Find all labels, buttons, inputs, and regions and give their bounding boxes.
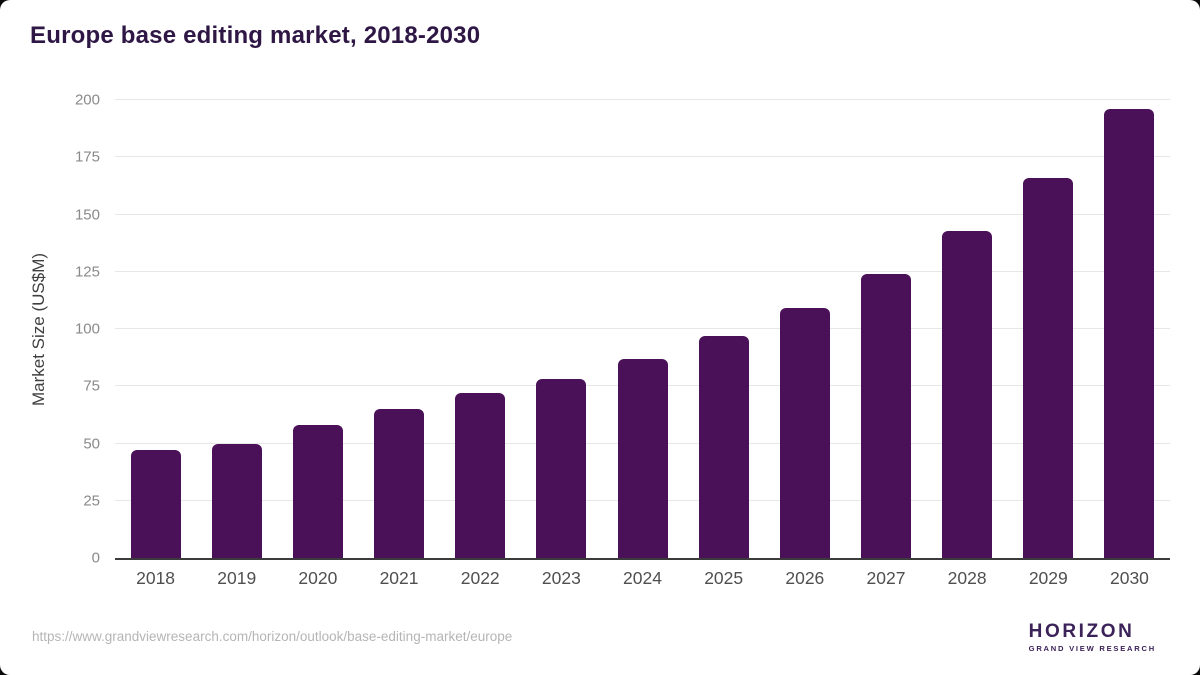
- logo-subtitle: GRAND VIEW RESEARCH: [1028, 643, 1156, 653]
- x-tick-label: 2024: [623, 568, 662, 588]
- bar-slot: [521, 100, 602, 558]
- bar-2024: [617, 358, 668, 558]
- bars: [115, 100, 1170, 558]
- sun-horizon-icon: [984, 619, 1020, 655]
- bar-slot: [683, 100, 764, 558]
- bar-slot: [1089, 100, 1170, 558]
- bar-slot: [602, 100, 683, 558]
- y-tick-label: 100: [74, 320, 100, 338]
- y-tick-label: 150: [74, 206, 100, 223]
- bar-2030: [1104, 109, 1155, 558]
- y-tick-label: 175: [74, 148, 100, 166]
- x-tick-label: 2019: [217, 568, 257, 588]
- bar-2018: [130, 450, 181, 558]
- gridline: [115, 156, 1170, 158]
- bar-slot: [845, 100, 926, 558]
- bar-2028: [942, 230, 993, 558]
- x-tick-label: 2025: [704, 568, 744, 588]
- bar-2022: [455, 393, 506, 558]
- y-tick-label: 25: [83, 492, 100, 510]
- gridline: [115, 213, 1170, 215]
- bar-slot: [764, 100, 845, 558]
- x-tick-label: 2022: [460, 568, 500, 588]
- plot-area: [115, 99, 1170, 560]
- gridline: [115, 328, 1170, 329]
- x-axis-labels: 2018 2019 2020 2021 2022 2023 2024 2025 2026 2027…: [115, 568, 1170, 589]
- bar-2021: [374, 409, 425, 558]
- y-axis-ticks: 0 25 50 75 100 125 150 175 200: [0, 92, 100, 567]
- source-url: https://www.grandviewresearch.com/horizo…: [32, 629, 513, 644]
- y-tick-label: 200: [74, 91, 100, 109]
- bar-slot: [196, 100, 277, 558]
- bar-slot: [440, 100, 521, 558]
- page-title: Europe base editing market, 2018-2030: [30, 22, 481, 49]
- bar-2027: [860, 274, 911, 558]
- x-tick-label: 2029: [1028, 568, 1068, 588]
- x-tick-label: 2021: [379, 568, 419, 588]
- bar-2025: [698, 335, 749, 558]
- bar-slot: [358, 100, 439, 558]
- bar-2029: [1023, 177, 1074, 558]
- bar-slot: [1008, 100, 1089, 558]
- logo-wordmark: HORIZON: [1028, 620, 1135, 642]
- bar-2026: [779, 308, 830, 558]
- y-tick-label: 50: [83, 435, 100, 452]
- bar-2023: [536, 379, 587, 558]
- bar-2019: [211, 443, 262, 558]
- y-tick-label: 125: [74, 263, 100, 281]
- x-tick-label: 2028: [947, 568, 987, 588]
- x-tick-label: 2023: [541, 568, 581, 588]
- y-tick-label: 75: [83, 377, 100, 395]
- y-tick-label: 0: [91, 549, 100, 567]
- bar-slot: [927, 100, 1008, 558]
- bar-slot: [115, 100, 196, 558]
- x-tick-label: 2020: [298, 568, 338, 588]
- bar-2020: [292, 425, 343, 558]
- bar-slot: [277, 100, 358, 558]
- gridline: [115, 99, 1170, 100]
- x-tick-label: 2018: [136, 568, 176, 588]
- gridline: [115, 270, 1170, 272]
- x-tick-label: 2026: [785, 568, 825, 588]
- x-tick-label: 2027: [866, 568, 906, 588]
- x-tick-label: 2030: [1109, 568, 1149, 588]
- horizon-logo: HORIZON GRAND VIEW RESEARCH: [984, 619, 1156, 655]
